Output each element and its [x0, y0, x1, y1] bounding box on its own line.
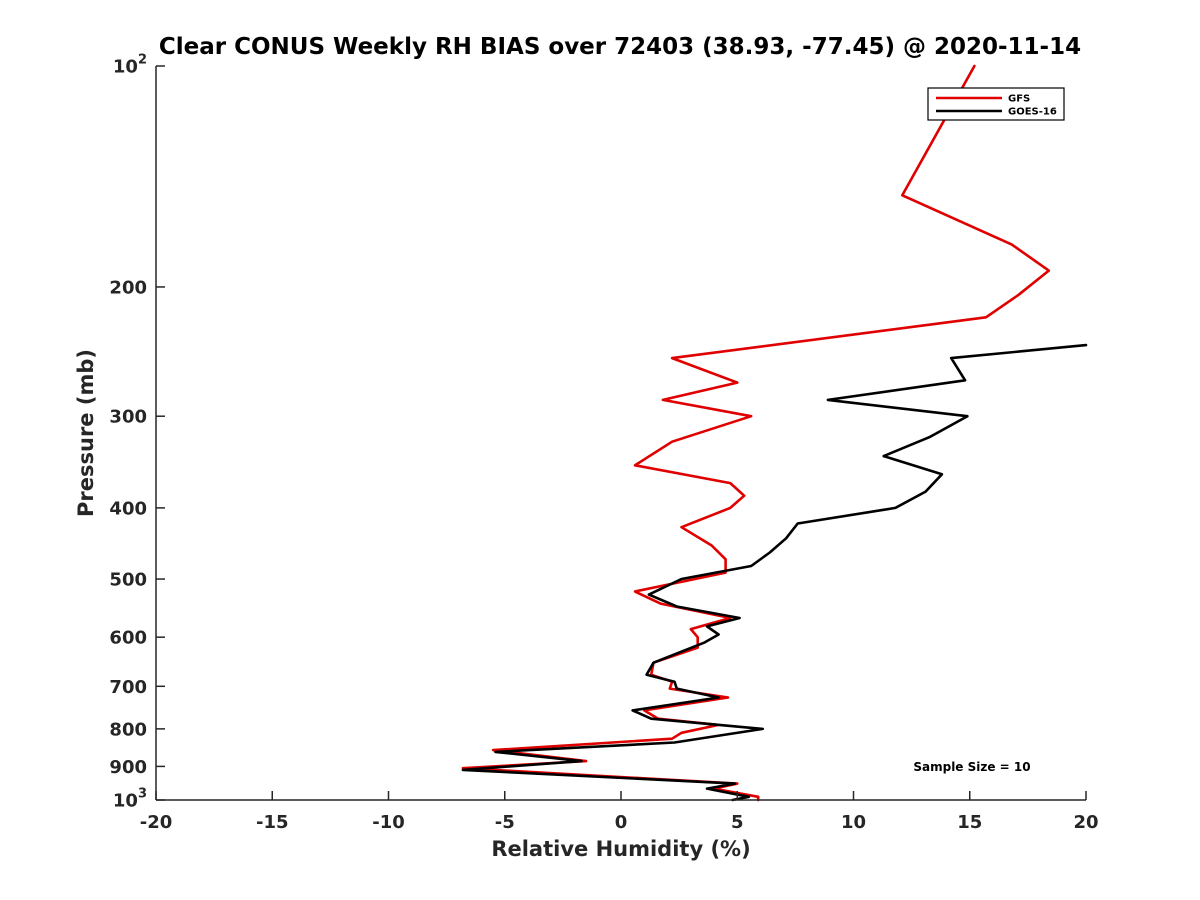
- y-tick-label: 900: [109, 757, 147, 778]
- y-tick-label: 600: [109, 628, 147, 649]
- x-tick-label: -5: [495, 812, 515, 833]
- y-tick-label: 102: [113, 53, 147, 78]
- y-axis-label: Pressure (mb): [74, 349, 98, 517]
- plot-area: [461, 64, 1088, 802]
- legend-box: [927, 87, 1065, 121]
- x-tick-label: 5: [731, 812, 744, 833]
- legend-label-goes16: GOES-16: [1008, 107, 1057, 118]
- x-tick-label: -15: [256, 812, 289, 833]
- x-tick-label: -10: [372, 812, 405, 833]
- legend: GFS GOES-16: [927, 87, 1065, 121]
- x-tick-label: 0: [615, 812, 628, 833]
- sample-size-annotation: Sample Size = 10: [913, 760, 1030, 774]
- x-axis-label: Relative Humidity (%): [491, 837, 750, 861]
- y-axis-ticks: 102 200 300 400 500 600 700 800 900 103: [109, 53, 165, 812]
- x-tick-label: 20: [1073, 812, 1098, 833]
- y-tick-label: 800: [109, 719, 147, 740]
- y-tick-label: 500: [109, 570, 147, 591]
- x-tick-label: 10: [841, 812, 866, 833]
- chart-title: Clear CONUS Weekly RH BIAS over 72403 (3…: [159, 34, 1081, 60]
- y-tick-label: 700: [109, 677, 147, 698]
- y-tick-label: 300: [109, 407, 147, 428]
- x-tick-label: 15: [957, 812, 982, 833]
- y-tick-label: 200: [109, 277, 147, 298]
- y-tick-label: 400: [109, 498, 147, 519]
- x-axis-ticks: -20 -15 -10 -5 0 5 10 15 20: [140, 791, 1099, 833]
- y-tick-label: 103: [113, 787, 147, 812]
- x-tick-label: -20: [140, 812, 173, 833]
- legend-label-gfs: GFS: [1008, 94, 1030, 105]
- series-line-gfs: [461, 64, 1051, 802]
- series-line-goes16: [461, 343, 1088, 802]
